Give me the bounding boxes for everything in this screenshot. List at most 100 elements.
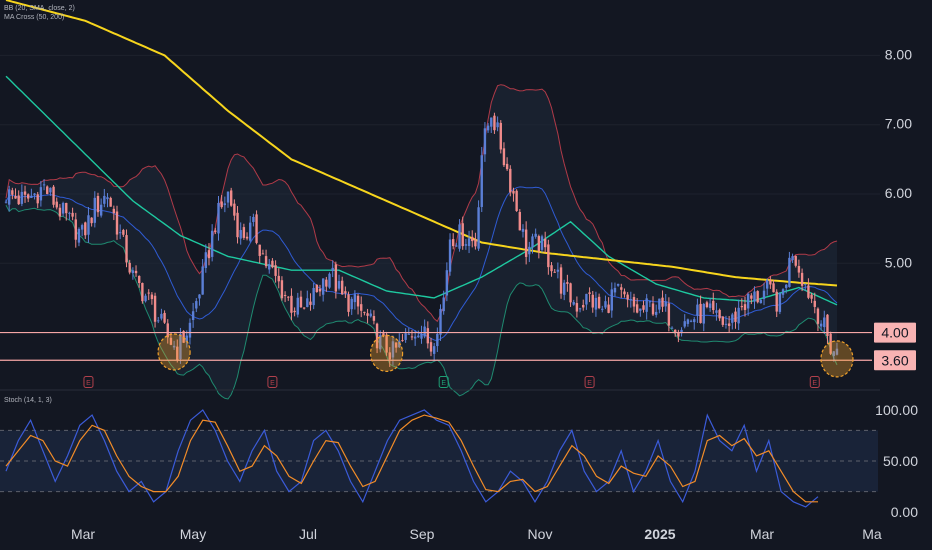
candle-body [674,329,677,333]
candle-body [607,304,610,313]
candle-body [233,203,236,216]
candle-body [61,202,65,214]
candle-body [182,331,185,343]
candle-body [299,296,303,308]
candle-body [420,333,423,339]
stochastic-pane[interactable]: 0.00 50.00 100.00 [0,402,918,520]
candle-body [667,303,671,326]
earnings-marker[interactable] [584,376,595,388]
candle-body [404,333,407,340]
candle-body [337,281,341,289]
candle-body [369,313,372,317]
candle-body [547,244,550,268]
candle-body [315,284,319,293]
candle-body [138,275,141,283]
candle-body [604,301,607,308]
candle-body [188,322,192,338]
candle-body [712,300,715,311]
time-tick-label: Ma [862,526,882,542]
candle-body [229,190,233,206]
candle-body [835,348,839,355]
candle-body [439,308,442,335]
candle-body [103,195,106,204]
candle-body [264,256,268,267]
candle-body [287,296,290,298]
candle-body [242,227,246,238]
candle-body [214,230,217,232]
earnings-marker-label[interactable]: E [86,380,91,387]
stoch-tick-label: 0.00 [891,504,918,520]
candle-body [781,289,785,295]
candle-body [87,215,90,235]
candles-layer [4,112,839,367]
candle-body [499,122,502,150]
candle-body [797,266,801,273]
highlighted-low[interactable] [369,334,404,372]
earnings-marker-label[interactable]: E [587,380,592,387]
earnings-marker[interactable] [438,376,449,388]
candle-body [17,195,20,205]
earnings-marker[interactable] [267,376,278,388]
candle-body [645,298,648,312]
candle-body [302,307,306,309]
candle-body [391,341,395,358]
candle-body [804,283,807,285]
candle-body [772,283,775,293]
candle-body [239,230,242,239]
candle-body [84,222,87,236]
highlighted-low[interactable] [157,333,191,371]
candle-body [179,333,182,360]
axes-layer: 5.00 6.00 7.00 8.00 Mar May Jul Sep Nov 2025 Mar Ma [71,46,912,542]
candle-body [122,230,125,235]
candle-body [134,270,138,274]
candle-body [379,335,382,350]
candle-body [96,196,100,213]
candle-body [477,207,480,249]
candle-body [271,260,274,268]
candle-body [756,291,759,303]
time-tick-label: Sep [410,526,435,542]
highlighted-low[interactable] [820,340,854,378]
candle-body [648,301,652,303]
candle-body [4,201,8,203]
horizontal-levels[interactable]: 4.00 3.60 [0,322,916,378]
bb-upper-line [5,84,838,323]
candle-body [632,297,636,307]
level-label[interactable]: 3.60 [881,352,908,368]
candle-body [661,297,664,307]
candle-body [328,273,331,288]
candle-body [483,128,487,155]
candle-body [543,238,547,248]
level-label-box[interactable] [874,322,916,343]
candle-body [467,238,471,247]
ma200-line [5,0,838,287]
legend-ma-cross[interactable]: MA Cross (50, 200) [4,14,65,21]
candle-body [321,278,325,295]
candle-body [204,252,208,268]
candle-body [20,191,24,204]
candle-body [601,308,604,310]
candle-body [819,323,823,327]
candle-body [331,267,334,272]
candle-body [490,117,493,127]
candle-body [785,284,788,288]
earnings-marker-label[interactable]: E [441,380,446,387]
legend-stoch[interactable]: Stoch (14, 1, 3) [4,397,52,404]
candle-body [686,319,690,324]
candle-body [452,239,455,247]
legend-bb[interactable]: BB (20, SMA, close, 2) [4,5,75,12]
candle-body [616,283,620,286]
candle-body [791,256,794,261]
price-tick-label: 5.00 [885,254,912,270]
earnings-marker-label[interactable]: E [270,380,275,387]
earnings-marker[interactable] [83,376,94,388]
candle-body [594,297,598,310]
earnings-marker[interactable] [809,376,820,388]
candle-body [734,311,737,322]
level-label[interactable]: 4.00 [881,325,908,341]
candle-body [33,193,36,196]
level-label-box[interactable] [874,350,916,371]
earnings-marker-label[interactable]: E [812,380,817,387]
